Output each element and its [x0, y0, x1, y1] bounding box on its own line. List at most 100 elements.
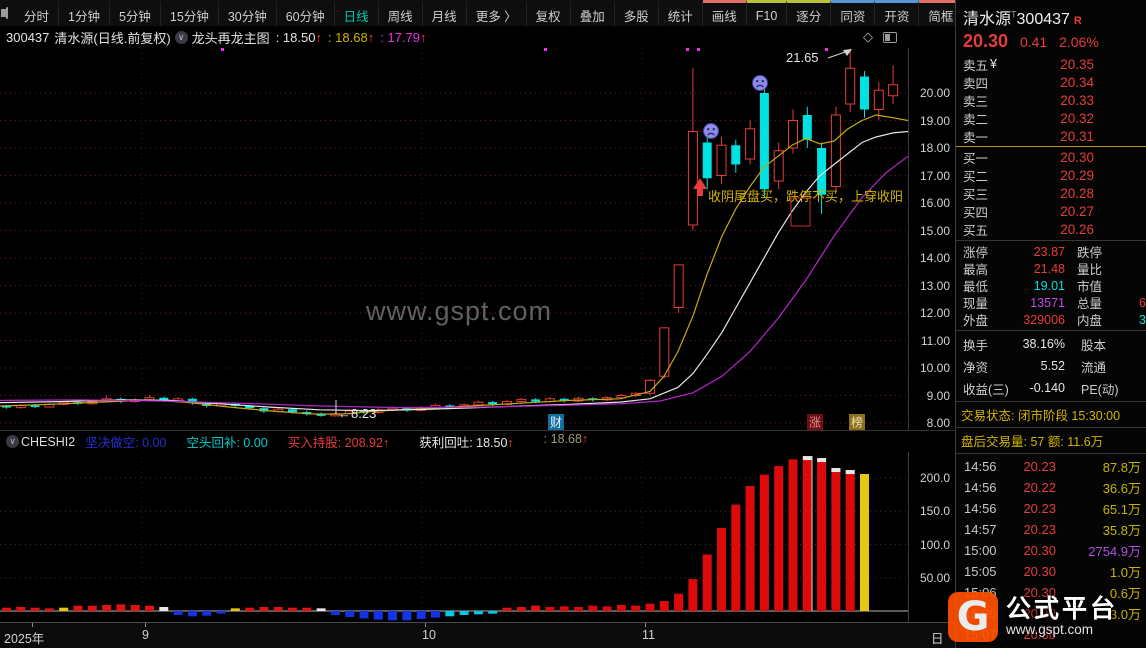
sub-axis: 200.0 150.0 100.0 50.00 [908, 452, 955, 622]
ask-level-row[interactable]: 卖四 20.34 [963, 74, 1094, 91]
svg-text:财: 财 [550, 416, 562, 430]
bid-level-row[interactable]: 买五 20.26 [963, 221, 1094, 238]
highlight-box [790, 197, 811, 227]
stats-block: 涨停 23.87 跌停 最高 21.48 量比 最低 19.01 市值 现量 13571 总量 6 外盘 3… [956, 243, 1146, 329]
toolbar-tool-9[interactable]: 开资 [875, 0, 920, 26]
svg-text:榜: 榜 [851, 415, 863, 430]
toolbar-period-2[interactable]: 1分钟 [59, 0, 110, 26]
split-window-icon[interactable] [883, 31, 897, 43]
stats-block-2: 换手 38.16% 股本 净资 5.52 流通 收益(三) -0.140 PE(动) [956, 333, 1146, 399]
volume-bar [831, 468, 841, 611]
toolbar-period-8[interactable]: 周线 [379, 0, 423, 26]
stat-row: 涨停 23.87 跌停 [963, 244, 1103, 261]
volume-bar [631, 605, 641, 611]
ask-level-row[interactable]: 卖三 20.33 [963, 92, 1094, 109]
event-marker [548, 414, 564, 430]
volume-bar [545, 607, 555, 611]
time-axis-label: 11 [642, 628, 655, 642]
toolbar-tool-6[interactable]: F10 [746, 0, 788, 26]
bid-level-row[interactable]: 买二 20.29 [963, 167, 1094, 184]
sad-face-icon [752, 75, 768, 91]
quote-name: 清水源 [963, 11, 1012, 28]
main-chart-area: www.gspt.com 21.65 ←8.23 收阴尾盘买，跌停不买，上穿收阳财 涨 榜… [0, 48, 955, 430]
trade-row: 14:56 20.22 36.6万 [964, 480, 1141, 496]
divider [956, 401, 1146, 402]
ask-level-row[interactable]: 卖五 ¥20.35 [963, 56, 1094, 73]
bid-level-row[interactable]: 买四 20.27 [963, 203, 1094, 220]
ask-level-row[interactable]: 卖二 20.32 [963, 110, 1094, 127]
stat-row: 外盘 329006 内盘 3 [963, 312, 1146, 329]
toolbar-period-9[interactable]: 月线 [423, 0, 467, 26]
volume-bar [702, 554, 712, 611]
margin-flag: R [1073, 15, 1082, 27]
sub-chart[interactable] [0, 452, 908, 622]
top-toolbar: 分时 1分钟 5分钟 15分钟 30分钟 60分钟 日线 周线 月线 更多 〉 复权 叠加 多股 统计画… [0, 0, 1146, 26]
quote-code: 300437 [1016, 11, 1070, 28]
volume-bar [674, 593, 684, 611]
stat-row: 现量 13571 总量 6 [963, 295, 1146, 312]
ma-line-white [0, 130, 908, 412]
volume-bar [845, 470, 855, 611]
toolbar-period-1[interactable]: 分时 [15, 0, 60, 26]
toolbar-tool-2[interactable]: 叠加 [571, 0, 615, 26]
trade-row: 15:05 20.30 1.0万 [964, 564, 1141, 580]
gspt-logo-title: 公式平台 [1006, 595, 1119, 624]
diamond-marker-icon[interactable]: ◇ [863, 29, 873, 44]
volume-bar [559, 606, 569, 611]
indicator-value-2: : 18.68↑ [327, 29, 375, 45]
marker-dot [544, 48, 547, 51]
stat-row: 换手 38.16% 股本 [963, 337, 1107, 353]
chevron-down-icon[interactable]: ∨ [6, 435, 19, 448]
volume-bar [774, 466, 784, 611]
volume-bar [688, 579, 698, 611]
window-layout-icon[interactable] [1, 7, 8, 19]
indicator-values: : 18.50↑: 18.68↑: 17.79↑ [270, 30, 427, 45]
toolbar-tool-4[interactable]: 统计 [659, 0, 703, 26]
volume-bar [745, 485, 755, 611]
toolbar-tool-1[interactable]: 复权 [527, 0, 571, 26]
watermark: www.gspt.com [365, 296, 552, 326]
event-marker [807, 414, 823, 430]
quote-panel: 清水源T300437 R 20.30 0.41 2.06% 卖五 ¥20.35 卖四 2… [955, 0, 1146, 648]
strategy-note: 收阴尾盘买，跌停不买，上穿收阳 [708, 189, 903, 204]
toolbar-period-6[interactable]: 60分钟 [277, 0, 335, 26]
trade-list[interactable]: 14:56 20.23 87.8万 14:56 20.22 36.6万 14:56 20.23… [956, 456, 1146, 648]
sub-indicator-value-2: 空头回补: 0.00 [186, 436, 268, 450]
ma-line-yellow [0, 114, 908, 415]
chevron-down-icon[interactable]: ∨ [174, 30, 188, 44]
gspt-logo-url: www.gspt.com [1006, 621, 1094, 637]
toolbar-period-7[interactable]: 日线 [335, 0, 379, 26]
toolbar-tool-8[interactable]: 同资 [831, 0, 876, 26]
time-axis-label: 10 [422, 628, 436, 642]
toolbar-tool-5[interactable]: 画线 [702, 0, 747, 26]
toolbar-period-3[interactable]: 5分钟 [110, 0, 161, 26]
toolbar-period-4[interactable]: 15分钟 [161, 0, 219, 26]
time-axis-label: 2025年 [4, 632, 45, 646]
trade-row: 14:57 20.23 35.8万 [964, 522, 1141, 538]
toolbar-tool-3[interactable]: 多股 [615, 0, 659, 26]
toolbar-period-10[interactable]: 更多 〉 [467, 0, 527, 26]
toolbar-period-5[interactable]: 30分钟 [219, 0, 277, 26]
volume-bar [588, 605, 598, 611]
period-buttons: 分时 1分钟 5分钟 15分钟 30分钟 60分钟 日线 周线 月线 更多 〉 [15, 0, 527, 26]
price-axis-label: 8.00 [926, 416, 950, 430]
last-price: 20.30 [963, 31, 1009, 51]
price-axis-label: 14.00 [919, 251, 950, 265]
trading-status: 交易状态: 闭市阶段 15:30:00 [961, 409, 1121, 423]
bid-ask-divider [956, 146, 1146, 147]
bid-level-row[interactable]: 买三 20.28 [963, 185, 1094, 202]
sub-indicator-name: CHESHI2 [21, 434, 76, 449]
toolbar-tool-7[interactable]: 逐分 [787, 0, 832, 26]
trade-row: 14:56 20.23 87.8万 [964, 459, 1141, 475]
axis-tick [425, 623, 426, 627]
quote-title: 清水源T300437 R [956, 0, 1146, 29]
ask-level-row[interactable]: 卖一 20.31 [963, 128, 1094, 145]
price-axis: 20.00 19.00 18.00 17.00 16.00 15.00 14.00 13.00… [908, 48, 955, 430]
sub-axis-label: 150.0 [919, 504, 950, 519]
price-axis-label: 16.00 [919, 196, 950, 210]
buy-arrow-icon [693, 178, 707, 196]
